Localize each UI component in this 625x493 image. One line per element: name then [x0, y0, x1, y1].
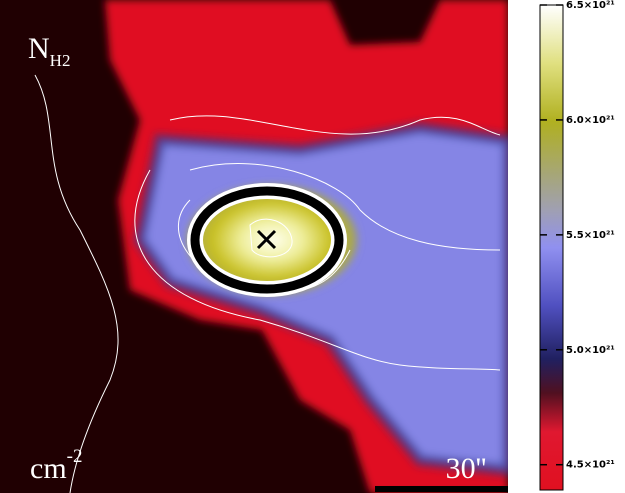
scale-bar-label: 30'': [446, 452, 487, 485]
quantity-label: NH2: [28, 32, 70, 70]
colorbar-tick-label: 5.0×10²¹: [566, 345, 615, 356]
colorbar-tick-label: 6.0×10²¹: [566, 115, 615, 126]
colorbar-tick-label: 6.5×10²¹: [566, 0, 615, 11]
unit-label: cm-2: [30, 446, 82, 485]
colorbar-ticks: 4.5×10²¹ 5.0×10²¹ 5.5×10²¹ 6.0×10²¹ 6.5×10²¹: [540, 0, 615, 471]
map-image: [0, 0, 508, 493]
colorbar-tick-label: 4.5×10²¹: [566, 460, 615, 471]
colorbar: [539, 4, 564, 491]
colorbar-tick-label: 5.5×10²¹: [566, 230, 615, 241]
